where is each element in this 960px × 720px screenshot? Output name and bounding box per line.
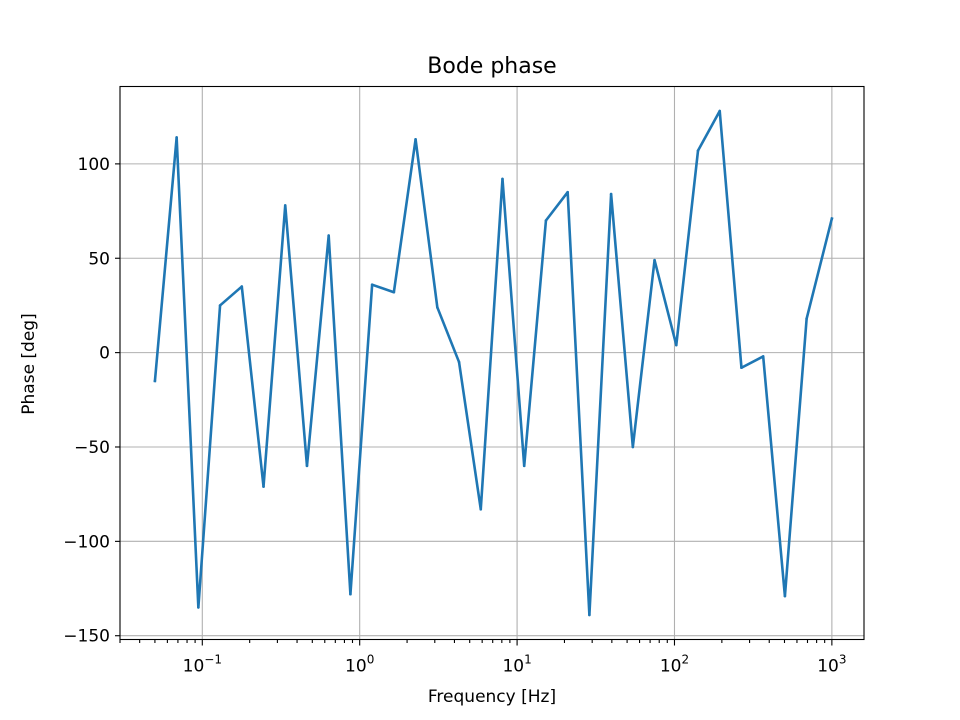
data-point: [457, 360, 461, 364]
data-point: [197, 606, 200, 609]
y-tick-label: −150: [63, 627, 110, 647]
series-line: [153, 109, 834, 617]
x-tick-label: 100: [345, 653, 374, 677]
data-point: [761, 355, 765, 358]
data-point: [696, 149, 700, 152]
data-point: [370, 283, 374, 286]
data-point: [609, 192, 613, 196]
y-tick-label: −100: [63, 532, 110, 552]
data-point: [240, 285, 244, 288]
data-point: [588, 613, 591, 617]
data-point: [218, 304, 222, 307]
x-tick-label: 101: [502, 653, 531, 677]
data-point: [392, 290, 396, 294]
plot-series: [153, 109, 834, 617]
data-point: [653, 258, 656, 262]
data-point: [414, 138, 417, 141]
axes-frame: [119, 85, 865, 641]
data-point: [740, 366, 743, 370]
y-tick-label: −50: [74, 438, 110, 458]
data-point: [674, 343, 678, 347]
data-point: [566, 190, 569, 194]
data-point: [631, 445, 635, 449]
y-tick-label: 100: [78, 155, 110, 175]
y-axis-label: Phase [deg]: [19, 313, 39, 414]
y-tick-label: 50: [88, 249, 110, 269]
data-point: [349, 592, 352, 596]
data-point: [830, 217, 834, 220]
data-point: [262, 485, 265, 488]
x-tick-label: 102: [660, 653, 689, 677]
data-point: [718, 109, 722, 113]
data-point: [153, 379, 157, 383]
data-point: [305, 464, 309, 468]
x-tick-label: 10−1: [183, 653, 222, 677]
x-axis-label: Frequency [Hz]: [428, 687, 556, 707]
data-point: [544, 219, 548, 222]
data-point: [783, 594, 787, 598]
y-tick-label: 0: [99, 344, 110, 364]
data-point: [805, 317, 808, 320]
data-point: [501, 177, 504, 181]
data-point: [522, 464, 526, 468]
data-point: [175, 136, 178, 139]
data-point: [327, 234, 330, 237]
axis-ticks: −150 −100 −50 0 50 100 10−1 100 101 102 103: [63, 155, 846, 677]
data-point: [479, 507, 483, 511]
chart-title: Bode phase: [427, 54, 556, 79]
data-point: [283, 204, 287, 207]
data-point: [436, 306, 439, 309]
x-tick-label: 103: [817, 653, 846, 677]
